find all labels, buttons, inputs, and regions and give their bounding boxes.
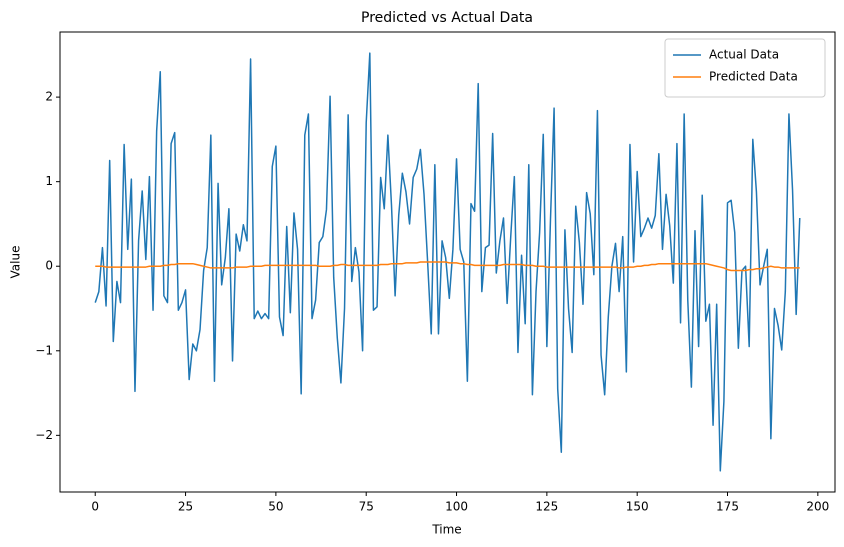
x-tick-label: 50 [268,500,283,514]
x-tick-label: 125 [535,500,558,514]
x-tick-label: 150 [626,500,649,514]
series-line [94,52,801,472]
y-axis-label: Value [9,246,23,279]
y-tick-label: −1 [35,343,53,357]
legend-box [664,38,826,98]
y-tick-label: 0 [45,259,53,273]
legend-label: Actual Data [709,48,779,62]
x-tick-label: 100 [445,500,468,514]
x-axis-label: Time [431,523,461,537]
plot-frame [59,31,836,493]
y-tick-label: 2 [45,90,53,104]
series-line [95,261,800,272]
x-tick-label: 75 [359,500,374,514]
chart-title: Predicted vs Actual Data [361,10,533,26]
x-tick-label: 25 [178,500,193,514]
x-tick-label: 200 [806,500,829,514]
x-tick-label: 0 [91,500,99,514]
legend-label: Predicted Data [709,70,798,84]
y-tick-label: −2 [35,428,53,442]
x-tick-label: 175 [716,500,739,514]
y-tick-label: 1 [45,174,53,188]
